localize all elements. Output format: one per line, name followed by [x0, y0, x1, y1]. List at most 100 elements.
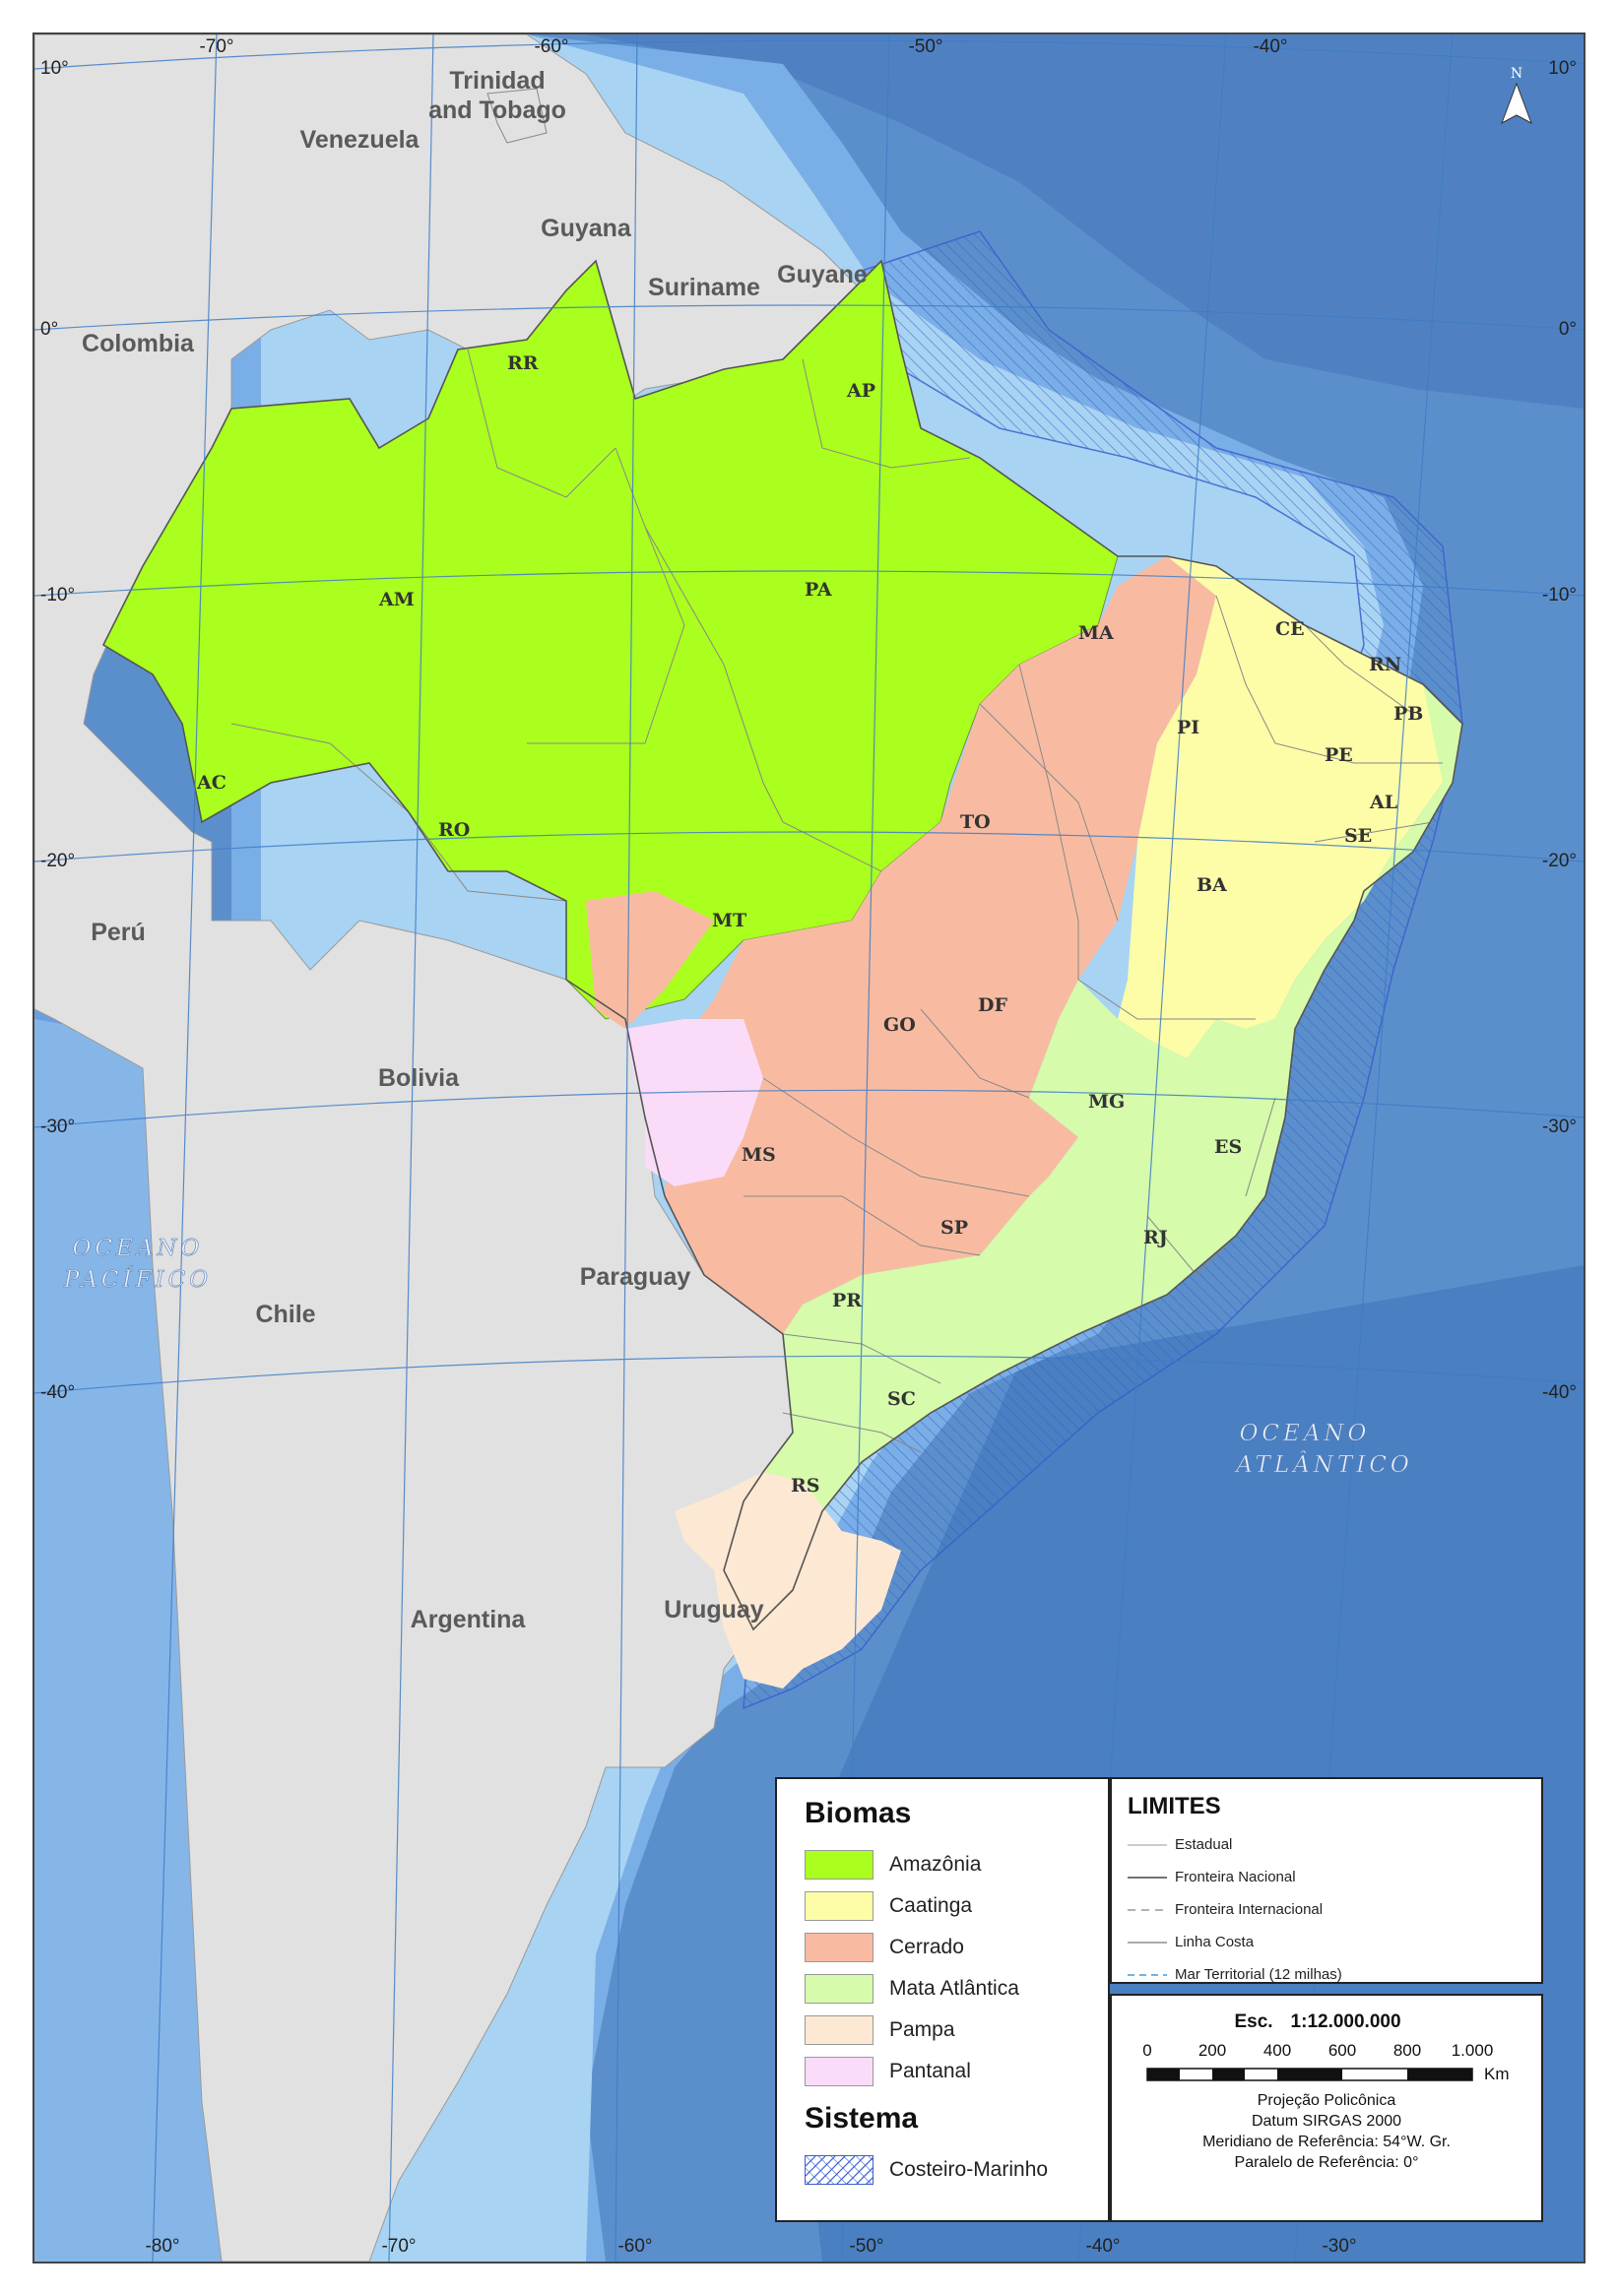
legend-row-pantanal: Pantanal	[805, 2051, 1080, 2092]
north-arrow-label: N	[1511, 66, 1522, 82]
grat-label-bottom: -50°	[849, 2236, 883, 2257]
grat-label-right: 0°	[1559, 319, 1577, 340]
biome-pantanal	[625, 1019, 763, 1186]
line-estadual	[1128, 1844, 1167, 1845]
country-label-suriname: Suriname	[648, 274, 760, 301]
grat-label-left: -20°	[40, 851, 75, 871]
country-label-paraguay: Paraguay	[580, 1263, 691, 1291]
swatch-costeiro-marinho	[805, 2155, 874, 2185]
grat-label-left: -30°	[40, 1116, 75, 1137]
limites-row-mar-territorial: Mar Territorial (12 milhas)	[1128, 1958, 1525, 1991]
limites-row-estadual: Estadual	[1128, 1828, 1525, 1861]
scale-tick: 200	[1197, 2041, 1227, 2060]
legend-row-amazonia: Amazônia	[805, 1844, 1080, 1885]
biomas-legend: Biomas Amazônia Caatinga Cerrado Mata At…	[775, 1777, 1110, 2222]
trinidad-island	[486, 88, 548, 144]
state-label: PA	[805, 579, 832, 601]
grat-label-top: -70°	[199, 36, 233, 57]
state-label: SC	[887, 1388, 916, 1410]
grat-label-bottom: -80°	[145, 2236, 179, 2257]
scale-bar: Km	[1128, 2065, 1525, 2083]
grat-label-bottom: -70°	[381, 2236, 416, 2257]
limites-row-fronteira-internacional: Fronteira Internacional	[1128, 1893, 1525, 1926]
state-label: RO	[438, 819, 470, 841]
graticule-labels: -70° -60° -50° -40° -80° -70° -60° -50° …	[40, 36, 1577, 2257]
ocean-label-pacific-2: PACÍFICO	[63, 1266, 212, 1293]
limites-row-fronteira-nacional: Fronteira Nacional	[1128, 1861, 1525, 1893]
grat-label-left: 10°	[40, 58, 69, 79]
line-mar-territorial	[1128, 1973, 1167, 1976]
legend-label: Mata Atlântica	[889, 1977, 1019, 2000]
line-fronteira-nacional	[1128, 1876, 1167, 1879]
state-label: AP	[846, 380, 875, 402]
state-label: MT	[712, 910, 746, 931]
scale-tick: 400	[1262, 2041, 1292, 2060]
north-arrow-icon: N	[1501, 66, 1532, 125]
legend-label: Cerrado	[889, 1936, 964, 1958]
legend-row-caatinga: Caatinga	[805, 1885, 1080, 1927]
country-label-guyana: Guyana	[541, 215, 632, 242]
state-label: PI	[1177, 717, 1199, 738]
legend-label: Amazônia	[889, 1853, 982, 1876]
limites-label: Fronteira Internacional	[1175, 1901, 1324, 1918]
country-label-bolivia: Bolivia	[378, 1064, 460, 1092]
state-label: AL	[1369, 792, 1397, 813]
grat-label-right: -40°	[1542, 1382, 1577, 1403]
state-label: AC	[196, 772, 227, 794]
state-label: MA	[1078, 622, 1114, 644]
parallel-text: Paralelo de Referência: 0°	[1234, 2154, 1419, 2171]
scale-tick: 600	[1327, 2041, 1357, 2060]
biome-cerrado	[665, 556, 1216, 1334]
biomas-title: Biomas	[805, 1797, 912, 1829]
projection-text: Projeção Policônica	[1257, 2092, 1396, 2109]
scale-tick: 0	[1142, 2041, 1152, 2060]
grat-label-top: -60°	[534, 36, 568, 57]
ocean-label-atlantic-1: OCEANO	[1240, 1421, 1371, 1446]
legend-label: Pantanal	[889, 2060, 971, 2082]
swatch-amazonia	[805, 1850, 874, 1880]
state-label: RR	[507, 352, 539, 374]
scale-ratio: 1:12.000.000	[1290, 2011, 1401, 2032]
limites-title: LIMITES	[1128, 1793, 1221, 1819]
state-label: RJ	[1143, 1227, 1168, 1248]
limites-row-linha-costa: Linha Costa	[1128, 1926, 1525, 1958]
country-label-colombia: Colombia	[82, 330, 195, 357]
scale-tick: 1.000	[1451, 2041, 1494, 2060]
country-label-argentina: Argentina	[411, 1606, 527, 1633]
swatch-caatinga	[805, 1891, 874, 1921]
legend-row-costeiro-marinho: Costeiro-Marinho	[805, 2149, 1080, 2191]
scale-bar-graphic	[1146, 2068, 1473, 2081]
biome-caatinga	[1118, 556, 1443, 1058]
grat-label-top: -40°	[1253, 36, 1287, 57]
grat-label-top: -50°	[908, 36, 942, 57]
scale-tick: 800	[1392, 2041, 1422, 2060]
grat-label-bottom: -30°	[1322, 2236, 1356, 2257]
map-frame: Trinidad and Tobago Venezuela Guyana Sur…	[32, 32, 1586, 2264]
state-label: AM	[378, 589, 415, 610]
country-label-chile: Chile	[255, 1301, 315, 1328]
state-label: PE	[1325, 744, 1353, 766]
limites-label: Mar Territorial (12 milhas)	[1175, 1966, 1342, 1983]
grat-label-bottom: -60°	[617, 2236, 652, 2257]
limites-label: Fronteira Nacional	[1175, 1869, 1296, 1885]
state-label: BA	[1197, 874, 1227, 896]
swatch-pampa	[805, 2015, 874, 2045]
state-label: PB	[1393, 703, 1423, 725]
biome-pampa	[675, 1472, 901, 1689]
country-label-venezuela: Venezuela	[300, 126, 421, 154]
state-label: MG	[1088, 1091, 1125, 1113]
grat-label-right: -10°	[1542, 585, 1577, 606]
grat-label-left: -10°	[40, 585, 75, 606]
ocean-label-atlantic-2: ATLÂNTICO	[1234, 1451, 1413, 1478]
datum-text: Datum SIRGAS 2000	[1251, 2113, 1402, 2130]
scale-ticks: 0 200 400 600 800 1.000	[1128, 2041, 1525, 2063]
swatch-cerrado	[805, 1933, 874, 1962]
meridian-text: Meridiano de Referência: 54°W. Gr.	[1202, 2134, 1451, 2150]
ocean-label-pacific-1: OCEANO	[73, 1236, 204, 1261]
grat-label-left: -40°	[40, 1382, 75, 1403]
legend-label: Pampa	[889, 2018, 955, 2041]
scale-title: Esc. 1:12.000.000	[1128, 2011, 1525, 2033]
line-fronteira-internacional	[1128, 1908, 1167, 1911]
legend-label: Costeiro-Marinho	[889, 2158, 1049, 2181]
legend-row-mata-atlantica: Mata Atlântica	[805, 1968, 1080, 2009]
